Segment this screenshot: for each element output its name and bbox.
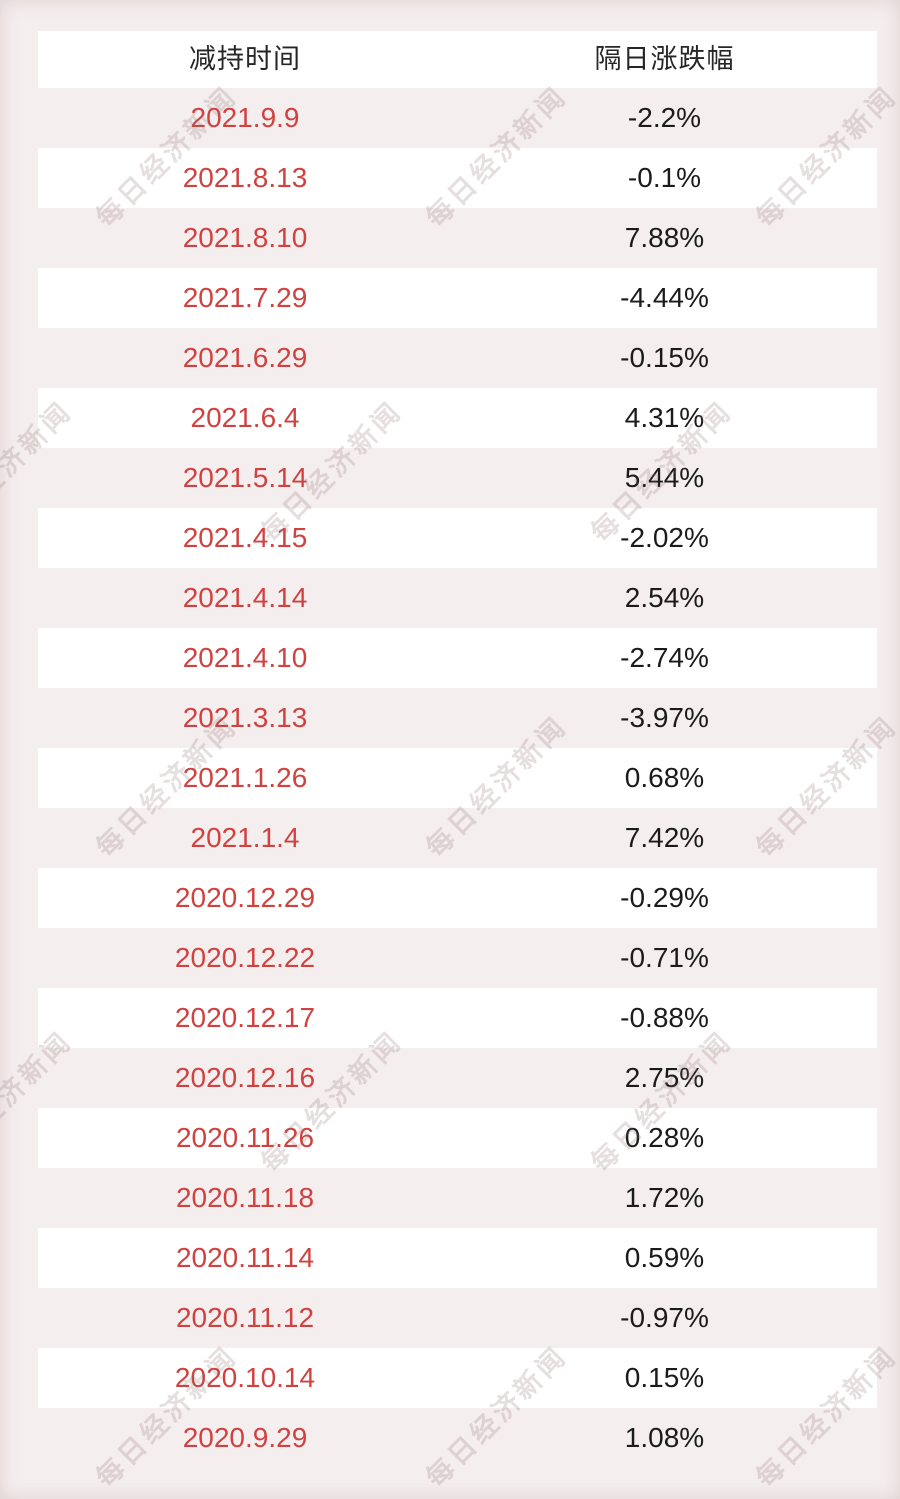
change-cell: -3.97% xyxy=(620,702,709,733)
table-row: 2020.11.26 0.28% xyxy=(38,1108,877,1168)
table-row: 2021.6.4 4.31% xyxy=(38,388,877,448)
change-cell: -0.1% xyxy=(627,162,702,193)
table-row: 2021.9.9 -2.2% xyxy=(38,88,877,148)
date-cell: 2020.12.29 xyxy=(174,882,316,913)
date-cell: 2020.11.12 xyxy=(175,1302,315,1333)
table-row: 2020.12.17 -0.88% xyxy=(38,988,877,1048)
table-row: 2021.4.10 -2.74% xyxy=(38,628,877,688)
column-header-change: 隔日涨跌幅 xyxy=(594,44,735,74)
table-row: 2020.12.22 -0.71% xyxy=(38,928,877,988)
table-row: 2020.12.16 2.75% xyxy=(38,1048,877,1108)
table-row: 2020.12.29 -0.29% xyxy=(38,868,877,928)
change-cell: 0.68% xyxy=(624,762,705,793)
date-cell: 2021.7.29 xyxy=(182,282,308,313)
table-row: 2020.9.29 1.08% xyxy=(38,1408,877,1468)
change-cell: -0.15% xyxy=(620,342,709,373)
change-cell: -0.88% xyxy=(620,1002,709,1033)
date-cell: 2020.11.18 xyxy=(175,1182,315,1213)
date-cell: 2021.1.26 xyxy=(182,762,308,793)
date-cell: 2021.4.14 xyxy=(182,582,308,613)
date-cell: 2021.9.9 xyxy=(190,102,300,133)
table-row: 2021.4.14 2.54% xyxy=(38,568,877,628)
change-cell: 7.42% xyxy=(624,822,705,853)
date-cell: 2020.9.29 xyxy=(182,1422,308,1453)
change-cell: 1.08% xyxy=(624,1422,705,1453)
table-row: 2021.3.13 -3.97% xyxy=(38,688,877,748)
date-cell: 2021.3.13 xyxy=(182,702,308,733)
date-cell: 2021.4.15 xyxy=(182,522,308,553)
table-row: 2021.8.13 -0.1% xyxy=(38,148,877,208)
change-cell: -0.71% xyxy=(620,942,709,973)
change-cell: -2.74% xyxy=(620,642,709,673)
date-cell: 2020.11.14 xyxy=(175,1242,315,1273)
change-cell: -2.02% xyxy=(620,522,709,553)
change-cell: 0.28% xyxy=(624,1122,705,1153)
change-cell: 2.75% xyxy=(624,1062,705,1093)
table-row: 2020.11.14 0.59% xyxy=(38,1228,877,1288)
date-cell: 2021.8.10 xyxy=(182,222,308,253)
date-cell: 2020.10.14 xyxy=(174,1362,316,1393)
change-cell: -0.97% xyxy=(620,1302,709,1333)
change-cell: 0.59% xyxy=(624,1242,705,1273)
table-row: 2020.10.14 0.15% xyxy=(38,1348,877,1408)
date-cell: 2021.5.14 xyxy=(182,462,308,493)
date-cell: 2021.6.4 xyxy=(190,402,300,433)
table-row: 2021.8.10 7.88% xyxy=(38,208,877,268)
table-row: 2020.11.12 -0.97% xyxy=(38,1288,877,1348)
date-cell: 2021.4.10 xyxy=(182,642,308,673)
date-cell: 2020.12.17 xyxy=(174,1002,316,1033)
date-cell: 2021.1.4 xyxy=(190,822,300,853)
table-row: 2021.6.29 -0.15% xyxy=(38,328,877,388)
change-cell: 7.88% xyxy=(624,222,705,253)
table-row: 2021.1.26 0.68% xyxy=(38,748,877,808)
date-cell: 2021.6.29 xyxy=(182,342,308,373)
table-row: 2021.5.14 5.44% xyxy=(38,448,877,508)
column-header-date: 减持时间 xyxy=(189,44,301,74)
change-cell: 2.54% xyxy=(624,582,705,613)
date-cell: 2020.11.26 xyxy=(175,1122,315,1153)
table-row: 2020.11.18 1.72% xyxy=(38,1168,877,1228)
change-cell: 4.31% xyxy=(624,402,705,433)
change-cell: -4.44% xyxy=(620,282,709,313)
table-row: 2021.1.4 7.42% xyxy=(38,808,877,868)
table-body: 2021.9.9 -2.2% 2021.8.13 -0.1% 2021.8.10 7.88… xyxy=(38,88,877,1468)
change-cell: -0.29% xyxy=(620,882,709,913)
reduction-table: 减持时间 隔日涨跌幅 2021.9.9 -2.2% 2021.8.13 -0.1% 20… xyxy=(38,31,877,1468)
change-cell: 0.15% xyxy=(624,1362,705,1393)
change-cell: -2.2% xyxy=(627,102,702,133)
change-cell: 5.44% xyxy=(624,462,705,493)
table-header-row: 减持时间 隔日涨跌幅 xyxy=(38,31,877,88)
date-cell: 2021.8.13 xyxy=(182,162,308,193)
date-cell: 2020.12.16 xyxy=(174,1062,316,1093)
change-cell: 1.72% xyxy=(624,1182,705,1213)
table-row: 2021.4.15 -2.02% xyxy=(38,508,877,568)
table-row: 2021.7.29 -4.44% xyxy=(38,268,877,328)
date-cell: 2020.12.22 xyxy=(174,942,316,973)
